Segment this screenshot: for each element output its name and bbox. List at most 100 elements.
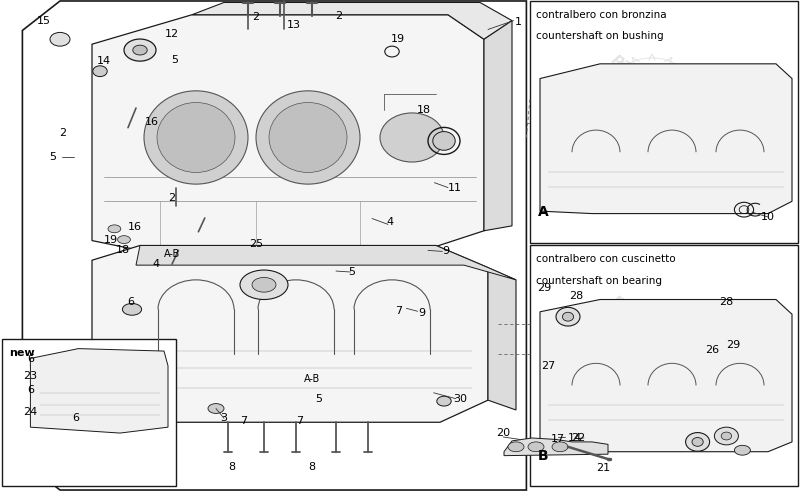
Text: partsrepublik: partsrepublik <box>610 291 702 367</box>
Circle shape <box>252 277 276 292</box>
Text: 18: 18 <box>115 246 130 255</box>
Text: 5: 5 <box>315 394 322 404</box>
Polygon shape <box>504 438 608 456</box>
Text: 2: 2 <box>335 11 342 21</box>
Polygon shape <box>540 64 792 214</box>
Text: 6: 6 <box>128 297 134 307</box>
Text: partsrepublik: partsrepublik <box>610 51 702 126</box>
Ellipse shape <box>50 32 70 46</box>
Text: countershaft on bushing: countershaft on bushing <box>536 31 664 41</box>
Text: 3: 3 <box>221 413 227 423</box>
Text: 28: 28 <box>569 291 583 300</box>
Text: 22: 22 <box>571 434 586 443</box>
Text: 2: 2 <box>169 193 175 203</box>
Ellipse shape <box>692 437 703 446</box>
Text: 16: 16 <box>127 222 142 232</box>
Text: 5: 5 <box>50 152 56 162</box>
Ellipse shape <box>686 433 710 451</box>
Text: 30: 30 <box>453 394 467 404</box>
Ellipse shape <box>93 66 107 77</box>
Ellipse shape <box>256 91 360 184</box>
Text: 1: 1 <box>515 17 522 27</box>
Text: 5: 5 <box>171 55 178 65</box>
Circle shape <box>552 442 568 452</box>
Circle shape <box>208 404 224 413</box>
Ellipse shape <box>124 39 156 61</box>
Text: A: A <box>538 205 549 219</box>
Text: 4: 4 <box>386 217 393 227</box>
Text: partsrepublik: partsrepublik <box>138 122 294 251</box>
Text: 6: 6 <box>73 413 79 423</box>
Text: partsrepublik: partsrepublik <box>226 254 382 384</box>
Text: contralbero con bronzina: contralbero con bronzina <box>536 10 667 20</box>
Text: A-B: A-B <box>304 374 320 384</box>
Text: contralbero con cuscinetto: contralbero con cuscinetto <box>536 254 676 264</box>
Ellipse shape <box>714 427 738 445</box>
Polygon shape <box>488 268 516 410</box>
Polygon shape <box>192 2 512 39</box>
Polygon shape <box>92 246 488 422</box>
Text: 6: 6 <box>27 355 34 364</box>
Circle shape <box>118 236 130 244</box>
Text: 11: 11 <box>447 183 462 192</box>
Text: 20: 20 <box>496 428 510 438</box>
Text: 7: 7 <box>241 416 247 426</box>
Circle shape <box>528 442 544 452</box>
Text: 15: 15 <box>37 16 51 26</box>
Text: 9: 9 <box>418 308 425 318</box>
Text: 21: 21 <box>596 463 610 473</box>
Text: 19: 19 <box>390 34 405 44</box>
Text: 2: 2 <box>59 128 66 137</box>
Bar <box>530 246 798 486</box>
Polygon shape <box>30 349 168 433</box>
Text: 28: 28 <box>719 297 734 307</box>
Text: 29: 29 <box>726 340 741 350</box>
Text: 8: 8 <box>309 463 315 472</box>
Text: 9: 9 <box>442 246 449 256</box>
Text: 24: 24 <box>23 408 38 417</box>
Ellipse shape <box>133 45 147 55</box>
Text: 26: 26 <box>705 345 719 355</box>
Text: 7: 7 <box>297 416 303 426</box>
Bar <box>530 1 798 243</box>
Ellipse shape <box>437 396 451 406</box>
Text: 7: 7 <box>395 306 402 316</box>
Ellipse shape <box>433 132 455 150</box>
Text: 10: 10 <box>761 212 775 222</box>
Ellipse shape <box>722 432 732 440</box>
Text: 18: 18 <box>417 106 431 115</box>
Text: 19: 19 <box>103 235 118 245</box>
Text: A-B: A-B <box>164 249 180 259</box>
Bar <box>2 339 176 486</box>
Circle shape <box>240 270 288 300</box>
Text: countershaft on bearing: countershaft on bearing <box>536 276 662 286</box>
Polygon shape <box>136 246 516 280</box>
Text: 29: 29 <box>537 283 551 293</box>
Circle shape <box>122 303 142 315</box>
Text: 13: 13 <box>286 20 301 29</box>
Ellipse shape <box>157 103 235 172</box>
Text: B: B <box>538 448 549 463</box>
Circle shape <box>108 225 121 233</box>
Text: 27: 27 <box>541 361 555 371</box>
Ellipse shape <box>556 307 580 326</box>
Text: 14: 14 <box>567 433 582 443</box>
Text: 25: 25 <box>249 239 263 249</box>
Polygon shape <box>92 15 484 250</box>
Text: 14: 14 <box>97 56 111 66</box>
Ellipse shape <box>380 113 444 162</box>
Text: 2: 2 <box>253 12 259 22</box>
Text: 17: 17 <box>550 434 565 444</box>
Polygon shape <box>540 300 792 452</box>
Text: 23: 23 <box>23 371 38 381</box>
Circle shape <box>508 442 524 452</box>
Text: new: new <box>9 348 34 357</box>
Polygon shape <box>484 21 512 231</box>
Ellipse shape <box>269 103 347 172</box>
Circle shape <box>734 445 750 455</box>
Text: 8: 8 <box>229 463 235 472</box>
Ellipse shape <box>144 91 248 184</box>
Text: 6: 6 <box>27 385 34 395</box>
Text: 5: 5 <box>349 267 355 277</box>
Polygon shape <box>22 1 526 490</box>
